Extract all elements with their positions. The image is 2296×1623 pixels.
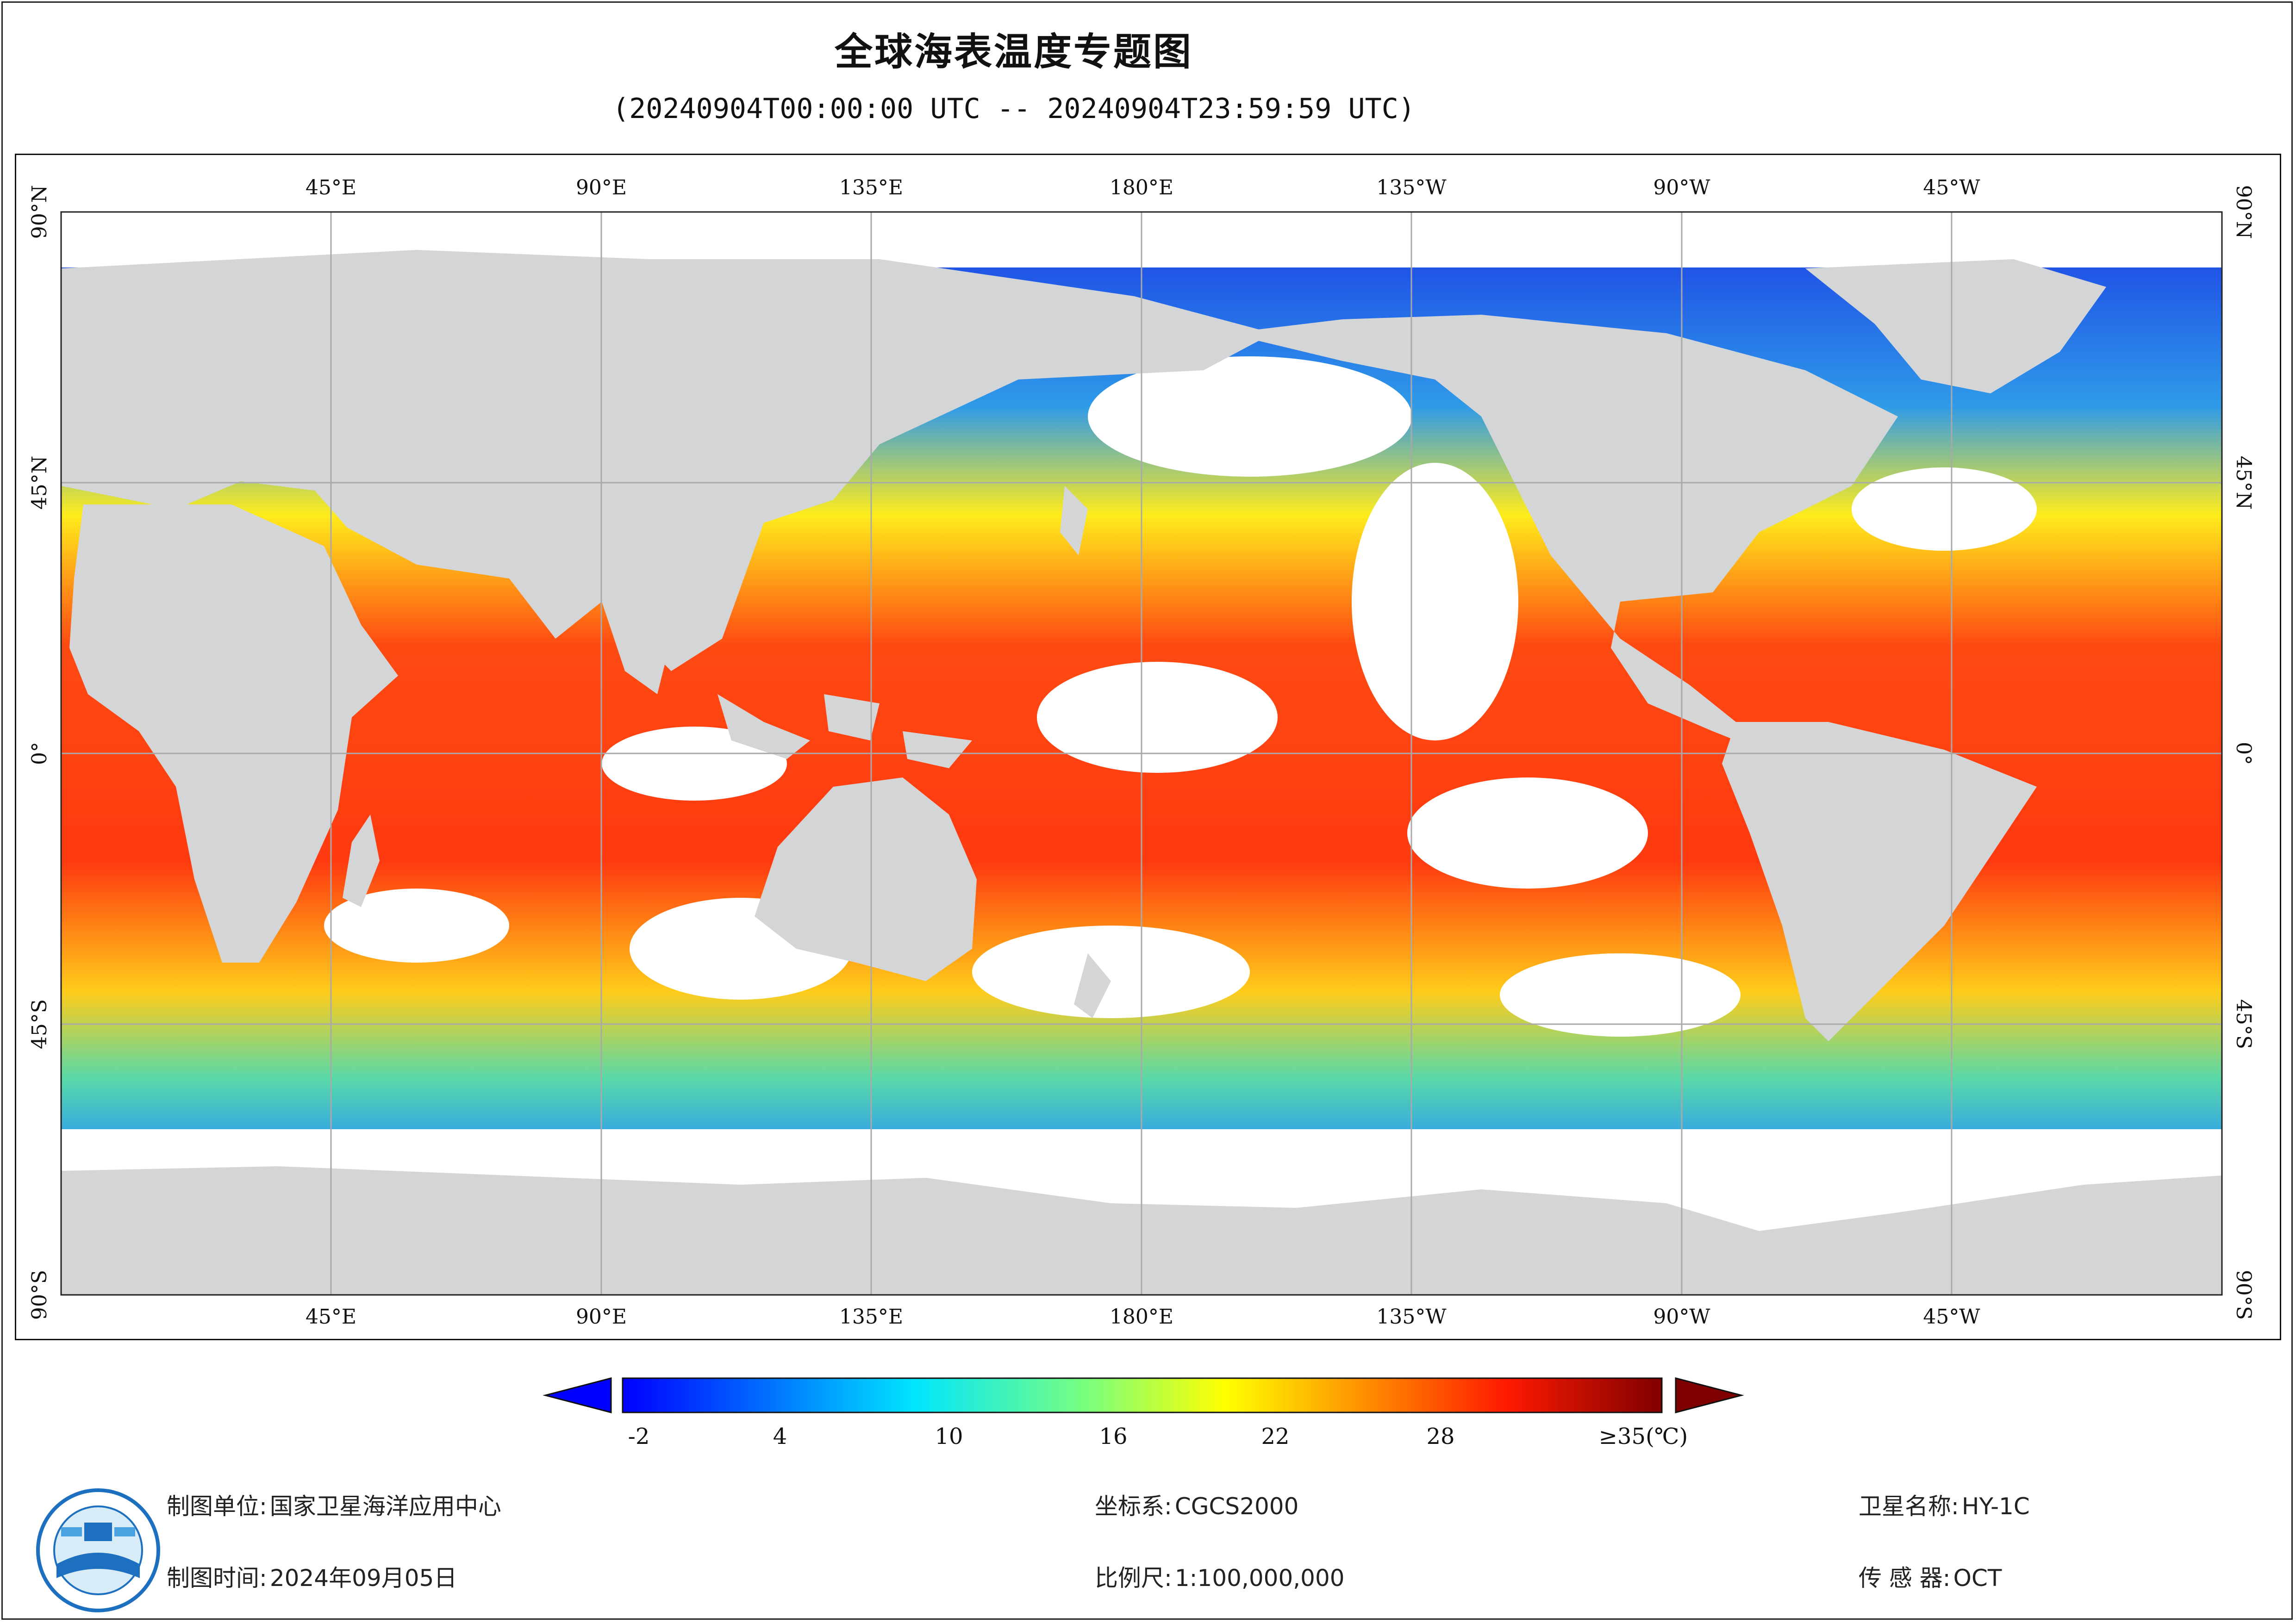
lon-label: 45°E bbox=[306, 176, 356, 199]
nsoas-logo bbox=[36, 1488, 160, 1612]
lat-labels-left: 90°N 45°N 0° 45°S 90°S bbox=[28, 185, 51, 1320]
map-frame bbox=[15, 154, 2281, 1340]
time-range-subtitle: (20240904T00:00:00 UTC -- 20240904T23:59… bbox=[612, 93, 1415, 125]
crs-label: 坐标系: bbox=[1095, 1493, 1172, 1520]
sensor-value: OCT bbox=[1953, 1565, 2002, 1592]
map-title: 全球海表温度专题图 bbox=[834, 30, 1193, 74]
lon-labels-top: 45°E 90°E 135°E 180°E 135°W 90°W 45°W bbox=[306, 176, 1980, 199]
lon-label: 90°W bbox=[1653, 176, 1710, 199]
lon-label: 180°E bbox=[1110, 176, 1173, 199]
producer-row: 制图单位: 国家卫星海洋应用中心 bbox=[167, 1488, 501, 1521]
sensor-row: 传 感 器: OCT bbox=[1859, 1560, 2002, 1593]
lon-label: 45°W bbox=[1923, 176, 1980, 199]
lat-labels-right: 90°N 45°N 0° 45°S 90°S bbox=[2232, 185, 2255, 1320]
lon-label: 45°W bbox=[1923, 1305, 1980, 1329]
lat-label: 45°N bbox=[28, 456, 51, 510]
lon-label: 135°W bbox=[1376, 176, 1447, 199]
lat-label: 45°S bbox=[28, 999, 51, 1049]
lon-label: 90°W bbox=[1653, 1305, 1710, 1329]
lon-label: 180°E bbox=[1110, 1305, 1173, 1329]
producer-value: 国家卫星海洋应用中心 bbox=[269, 1493, 501, 1520]
lon-label: 135°W bbox=[1376, 1305, 1447, 1329]
scale-label: 比例尺: bbox=[1095, 1565, 1172, 1592]
lon-label: 135°E bbox=[839, 176, 903, 199]
satellite-value: HY-1C bbox=[1961, 1493, 2030, 1520]
crs-value: CGCS2000 bbox=[1174, 1493, 1299, 1520]
scale-value: 1:100,000,000 bbox=[1174, 1565, 1345, 1592]
sst-map[interactable]: 45°E 90°E 135°E 180°E 135°W 90°W 45°W 45… bbox=[0, 0, 2296, 1342]
sensor-label: 传 感 器: bbox=[1859, 1565, 1951, 1592]
lat-label: 45°S bbox=[2232, 999, 2255, 1049]
production-date-row: 制图时间: 2024年09月05日 bbox=[167, 1560, 457, 1593]
lat-label: 90°N bbox=[28, 185, 51, 239]
producer-label: 制图单位: bbox=[167, 1493, 267, 1520]
lat-label: 0° bbox=[2232, 742, 2255, 765]
lat-label: 45°N bbox=[2232, 456, 2255, 510]
production-date-label: 制图时间: bbox=[167, 1565, 267, 1592]
satellite-row: 卫星名称: HY-1C bbox=[1859, 1488, 2030, 1521]
lon-label: 90°E bbox=[576, 1305, 627, 1329]
lat-label: 0° bbox=[28, 742, 51, 765]
lon-label: 45°E bbox=[306, 1305, 356, 1329]
crs-row: 坐标系: CGCS2000 bbox=[1095, 1488, 1298, 1521]
lon-labels-bottom: 45°E 90°E 135°E 180°E 135°W 90°W 45°W bbox=[306, 1305, 1980, 1329]
lon-label: 90°E bbox=[576, 176, 627, 199]
lat-label: 90°S bbox=[2232, 1270, 2255, 1320]
satellite-label: 卫星名称: bbox=[1859, 1493, 1959, 1520]
lon-label: 135°E bbox=[839, 1305, 903, 1329]
map-neatline bbox=[60, 211, 2223, 1296]
lat-label: 90°S bbox=[28, 1270, 51, 1320]
lat-label: 90°N bbox=[2232, 185, 2255, 239]
production-date-value: 2024年09月05日 bbox=[269, 1565, 457, 1592]
scale-row: 比例尺: 1:100,000,000 bbox=[1095, 1560, 1345, 1593]
